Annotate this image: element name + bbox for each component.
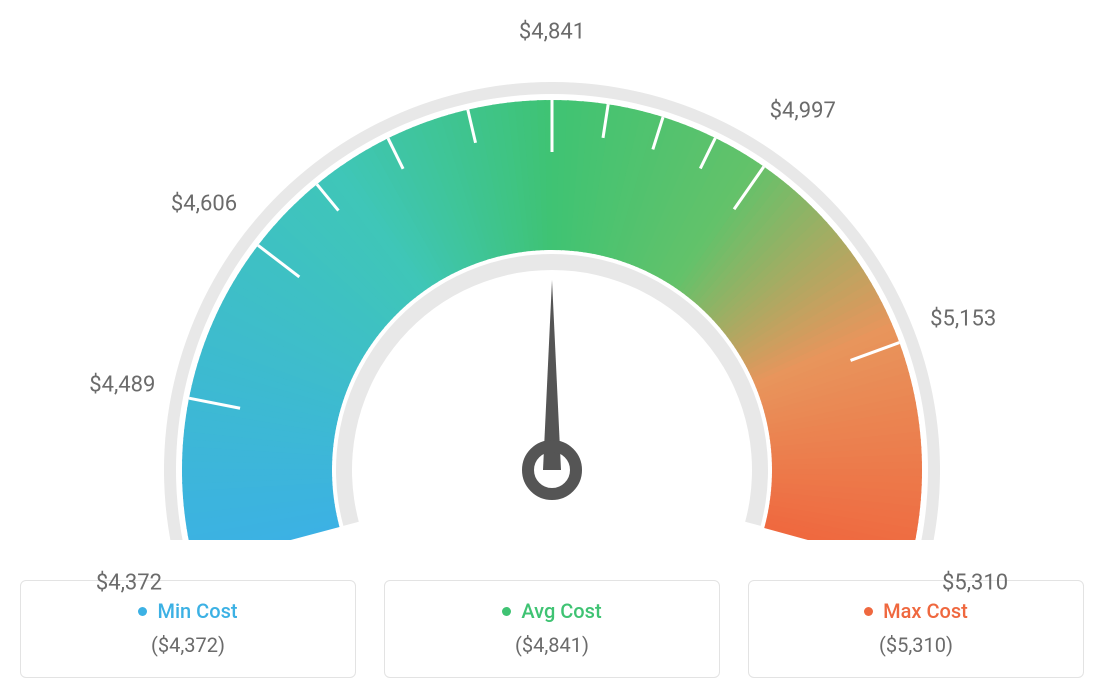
- tick-label: $4,841: [519, 20, 585, 45]
- tick-label: $4,372: [96, 571, 162, 596]
- legend-card: Max Cost ($5,310): [748, 580, 1084, 678]
- legend-dot: [864, 607, 873, 616]
- gauge-area: $4,372$4,489$4,606$4,841$4,997$5,153$5,3…: [20, 20, 1084, 540]
- legend-value: ($4,372): [31, 633, 345, 657]
- legend-dot: [502, 607, 511, 616]
- tick-label: $4,606: [171, 192, 237, 217]
- legend-title-text: Min Cost: [157, 599, 237, 623]
- tick-label: $4,489: [89, 372, 155, 397]
- legend-title: Avg Cost: [502, 599, 601, 623]
- legend-title: Min Cost: [138, 599, 237, 623]
- tick-label: $5,153: [930, 307, 996, 332]
- tick-label: $5,310: [942, 571, 1008, 596]
- chart-container: $4,372 $4,489 $4,606 $4,841 $4,997 $5,153 $5,3…: [20, 20, 1084, 678]
- legend-card: Avg Cost ($4,841): [384, 580, 720, 678]
- legend-title-text: Avg Cost: [521, 599, 601, 623]
- legend-title-text: Max Cost: [883, 599, 968, 623]
- legend-title: Max Cost: [864, 599, 968, 623]
- legend-row: Min Cost ($4,372) Avg Cost ($4,841) Max Cost…: [20, 580, 1084, 678]
- legend-value: ($5,310): [759, 633, 1073, 657]
- tick-label: $4,997: [770, 98, 836, 123]
- legend-dot: [138, 607, 147, 616]
- legend-card: Min Cost ($4,372): [20, 580, 356, 678]
- legend-value: ($4,841): [395, 633, 709, 657]
- gauge-svg: [20, 20, 1084, 540]
